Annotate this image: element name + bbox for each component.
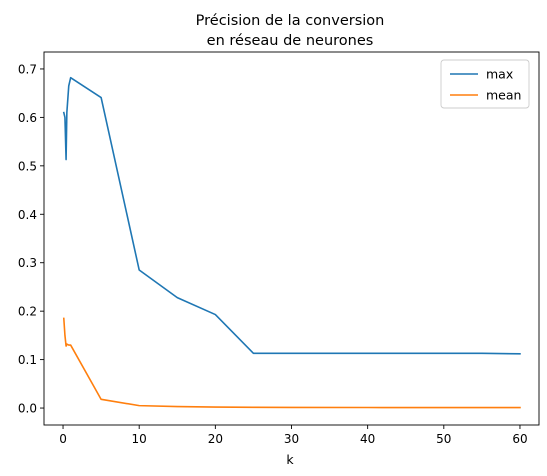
- legend-label-mean: mean: [486, 88, 521, 103]
- x-tick-label: 60: [512, 432, 527, 446]
- series-line-mean: [62, 317, 521, 409]
- x-tick-label: 40: [360, 432, 375, 446]
- y-tick-label: 0.7: [18, 62, 37, 76]
- chart-title-line-2: en réseau de neurones: [207, 33, 374, 49]
- x-axis-label: k: [286, 452, 294, 467]
- x-tick-label: 0: [59, 432, 67, 446]
- x-tick-label: 20: [208, 432, 223, 446]
- y-tick-label: 0.3: [18, 256, 37, 270]
- x-tick-label: 10: [132, 432, 147, 446]
- legend-label-max: max: [486, 67, 513, 82]
- legend-box: [440, 59, 530, 109]
- y-tick-label: 0.4: [18, 208, 37, 222]
- y-tick-label: 0.1: [18, 353, 37, 367]
- x-tick-label: 50: [436, 432, 451, 446]
- x-tick-label: 30: [284, 432, 299, 446]
- plot-area: 0 10 20 30 40 50 60 0.0 0.1 0.2 0.3 0.4 0.5 0.6 0.7 max…: [18, 51, 540, 446]
- chart-title-line-1: Précision de la conversion: [196, 13, 385, 29]
- y-tick-label: 0.2: [18, 305, 37, 319]
- y-tick-label: 0.6: [18, 111, 37, 125]
- y-tick-label: 0.0: [18, 402, 37, 416]
- series-line-max: [62, 76, 521, 355]
- y-tick-label: 0.5: [18, 159, 37, 173]
